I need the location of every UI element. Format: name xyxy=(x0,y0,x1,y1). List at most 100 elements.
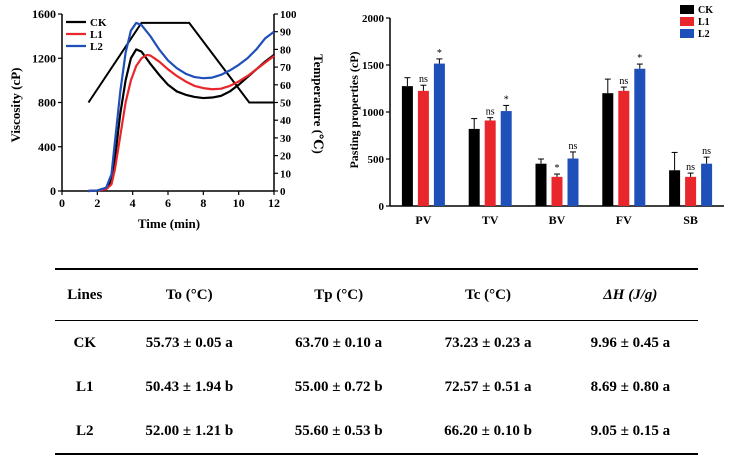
bar-l2-tv xyxy=(500,111,512,206)
rva-y2-tick-label: 20 xyxy=(280,151,292,163)
bar-l2-pv xyxy=(433,63,445,207)
table-cell: 55.73 ± 0.05 a xyxy=(145,334,233,351)
pasting-category-label: SB xyxy=(683,213,698,227)
rva-y2-tick-label: 0 xyxy=(280,186,286,198)
viscosity-line-l2 xyxy=(88,21,275,193)
table-cell: 9.96 ± 0.45 a xyxy=(590,334,671,351)
rva-legend-label: L2 xyxy=(90,41,103,53)
table-cell: CK xyxy=(73,334,97,351)
significance-label: ns xyxy=(702,146,711,157)
rva-x-label: Time (min) xyxy=(138,216,200,231)
table-cell: L1 xyxy=(76,378,94,395)
pasting-category-label: PV xyxy=(415,213,431,227)
significance-label: ns xyxy=(419,74,428,85)
pasting-y-tick-label: 1000 xyxy=(362,107,385,119)
table-cell: 63.70 ± 0.10 a xyxy=(295,334,383,351)
pasting-chart: 0 500 1000 1500 2000 PV TV BV FV SB ns * ns * * ns ns * n… xyxy=(340,0,732,245)
temperature-profile-line xyxy=(87,21,274,104)
rva-y2-tick-label: 10 xyxy=(280,168,292,180)
table-cell: 66.20 ± 0.10 b xyxy=(444,422,532,439)
pasting-y-tick-label: 500 xyxy=(368,154,385,166)
header-tp: Tp (°C) xyxy=(314,286,364,303)
viscosity-line-l1 xyxy=(88,53,275,193)
header-lines: Lines xyxy=(67,286,103,303)
table-row: L2 52.00 ± 1.21 b 55.60 ± 0.53 b 66.20 ±… xyxy=(55,409,698,454)
rva-y2-tick-label: 100 xyxy=(280,9,297,21)
pasting-chart-svg: 0 500 1000 1500 2000 PV TV BV FV SB ns * ns * * ns ns * n… xyxy=(347,5,724,227)
header-tc: Tc (°C) xyxy=(465,286,511,303)
bar-ck-fv xyxy=(602,93,614,206)
pasting-legend-swatch-ck xyxy=(680,5,694,14)
rva-y2-tick-label: 70 xyxy=(280,62,292,74)
rva-y2-tick-label: 80 xyxy=(280,44,292,56)
rva-y2-tick-label: 30 xyxy=(280,133,292,145)
table-cell: 52.00 ± 1.21 b xyxy=(145,422,234,439)
pasting-category-label: FV xyxy=(616,213,632,227)
rva-y2-tick-label: 40 xyxy=(280,115,292,127)
significance-label: * xyxy=(504,94,509,105)
rva-chart-svg: 0 2 4 6 8 10 120400800120016000102030405060708… xyxy=(8,7,326,231)
bar-ck-bv xyxy=(535,163,547,206)
rva-y-tick-label: 1200 xyxy=(32,51,56,65)
rva-y2-tick-label: 50 xyxy=(280,98,292,110)
bar-ck-pv xyxy=(401,86,413,206)
dsc-table: Lines To (°C) Tp (°C) Tc (°C) ΔH (J/g) C… xyxy=(55,268,698,455)
pasting-legend-label: L2 xyxy=(698,29,710,40)
table-cell: 55.00 ± 0.72 b xyxy=(294,378,383,395)
rva-y-tick-label: 800 xyxy=(38,96,56,110)
table-cell: 9.05 ± 0.15 a xyxy=(590,422,671,439)
bar-l1-sb xyxy=(685,176,697,206)
pasting-y-tick-label: 0 xyxy=(379,201,385,213)
rva-chart: 0 2 4 6 8 10 12 0 400 800 1200 1600 0 10 20 30 40 50 60 70 8… xyxy=(0,0,340,245)
table-header-row: Lines To (°C) Tp (°C) Tc (°C) ΔH (J/g) xyxy=(55,269,698,321)
bar-l2-fv xyxy=(634,68,646,206)
pasting-y-tick-label: 1500 xyxy=(362,60,385,72)
rva-x-tick-label: 6 xyxy=(165,196,171,210)
pasting-y-label: Pasting properties (cP) xyxy=(347,51,361,168)
table-cell: 8.69 ± 0.80 a xyxy=(590,378,671,395)
rva-x-tick-label: 8 xyxy=(200,196,206,210)
pasting-legend-swatch-l2 xyxy=(680,29,694,38)
pasting-category-label: TV xyxy=(482,213,499,227)
rva-y2-tick-label: 60 xyxy=(280,80,292,92)
rva-y-tick-label: 400 xyxy=(38,140,56,154)
rva-legend-label: CK xyxy=(90,17,107,29)
pasting-y-tick-label: 2000 xyxy=(362,13,385,25)
significance-label: * xyxy=(637,53,642,64)
pasting-legend-label: CK xyxy=(698,5,713,16)
table-cell: 72.57 ± 0.51 a xyxy=(444,378,532,395)
table-cell: 73.23 ± 0.23 a xyxy=(444,334,532,351)
pasting-legend-swatch-l1 xyxy=(680,17,694,26)
rva-y-left-label: Viscosity (cP) xyxy=(8,68,23,143)
bar-ck-tv xyxy=(468,128,480,206)
significance-label: * xyxy=(437,48,442,59)
rva-legend-label: L1 xyxy=(90,29,103,41)
bar-ck-sb xyxy=(669,170,681,206)
table-row: CK 55.73 ± 0.05 a 63.70 ± 0.10 a 73.23 ±… xyxy=(55,321,698,366)
pasting-category-label: BV xyxy=(549,213,566,227)
rva-x-tick-label: 2 xyxy=(94,196,100,210)
header-to: To (°C) xyxy=(165,286,213,303)
bar-l1-pv xyxy=(417,90,429,206)
rva-x-tick-label: 0 xyxy=(59,196,65,210)
header-delta-h: ΔH (J/g) xyxy=(603,286,658,303)
table-cell: 55.60 ± 0.53 b xyxy=(294,422,383,439)
significance-label: ns xyxy=(486,107,495,118)
significance-label: ns xyxy=(619,76,628,87)
pasting-legend-label: L1 xyxy=(698,17,710,28)
bar-l1-bv xyxy=(551,176,563,206)
significance-label: ns xyxy=(569,141,578,152)
bar-l1-tv xyxy=(484,120,496,206)
viscosity-line-ck xyxy=(88,48,275,193)
table-row: L1 50.43 ± 1.94 b 55.00 ± 0.72 b 72.57 ±… xyxy=(55,365,698,409)
table-cell: 50.43 ± 1.94 b xyxy=(145,378,234,395)
bar-l2-sb xyxy=(701,163,713,206)
rva-y2-tick-label: 90 xyxy=(280,27,292,39)
rva-x-tick-label: 4 xyxy=(130,196,136,210)
rva-y-tick-label: 0 xyxy=(50,184,56,198)
rva-y-tick-label: 1600 xyxy=(32,7,56,21)
table-cell: L2 xyxy=(76,422,94,439)
bar-l1-fv xyxy=(618,90,630,206)
significance-label: * xyxy=(555,163,560,174)
bar-l2-bv xyxy=(567,158,579,206)
